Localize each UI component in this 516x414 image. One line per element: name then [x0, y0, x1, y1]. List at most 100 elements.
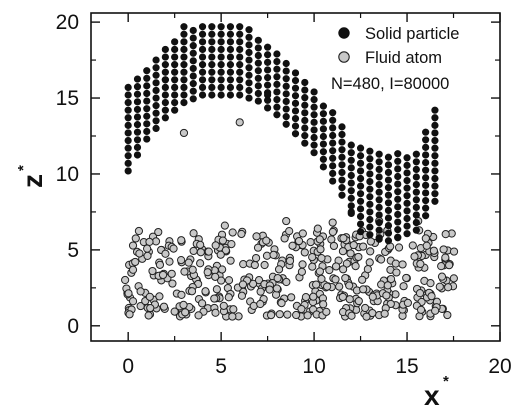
solid-particle-point [161, 98, 169, 107]
fluid-atom-point [345, 295, 354, 304]
fluid-atom-point [309, 292, 318, 301]
solid-particle-point [226, 30, 235, 38]
fluid-atom-point [277, 299, 286, 308]
solid-particle-point [236, 23, 244, 31]
solid-particle-point [236, 53, 244, 61]
solid-particle-point [180, 98, 188, 107]
solid-particle-point [356, 228, 365, 236]
solid-particle-point [254, 89, 262, 98]
solid-particle-point [431, 152, 439, 160]
solid-particle-point [236, 91, 244, 99]
fluid-atom-point [154, 227, 163, 237]
solid-particle-point [319, 102, 327, 110]
solid-particle-point [412, 226, 420, 234]
fluid-atom-point [288, 241, 297, 250]
solid-particle-point [301, 139, 309, 147]
solid-particle-point [226, 76, 235, 84]
solid-particle-point [356, 159, 365, 167]
fluid-atom-point [187, 287, 197, 296]
solid-particle-point [236, 68, 244, 76]
solid-particle-point [264, 51, 272, 59]
solid-particle-point [422, 212, 430, 220]
solid-particle-point [189, 95, 197, 103]
y-tick-label: 10 [56, 163, 79, 186]
solid-particle-point [338, 184, 346, 192]
solid-particle-point [431, 129, 439, 137]
fluid-atom-point [252, 232, 261, 241]
fluid-atom-point [155, 260, 165, 269]
fluid-atom-point [219, 301, 228, 310]
solid-particle-point [422, 174, 430, 182]
solid-particle-point [282, 105, 290, 113]
fluid-atom-point [312, 280, 321, 289]
solid-particle-point [319, 117, 327, 125]
solid-particle-point [152, 124, 160, 133]
fluid-atom-point [317, 274, 326, 284]
solid-particle-point [152, 86, 160, 95]
solid-particle-point [245, 64, 253, 72]
fluid-atom-point [300, 248, 309, 257]
fluid-atom-point [363, 265, 372, 274]
solid-particle-point [394, 157, 402, 165]
fluid-atom-point [177, 256, 186, 265]
solid-particle-point [412, 180, 420, 189]
fluid-atom-point [308, 262, 317, 271]
solid-particle-point [366, 162, 374, 170]
solid-particle-point [291, 107, 300, 115]
solid-particle-point [319, 155, 327, 163]
solid-particle-point [394, 150, 402, 158]
fluid-atom-point [146, 303, 155, 313]
fluid-atom-point [280, 234, 289, 243]
fluid-atom-point [444, 283, 453, 292]
solid-particle-point [310, 149, 318, 157]
solid-particle-point [375, 150, 383, 158]
solid-particle-point [384, 176, 393, 184]
solid-particle-point [254, 36, 262, 44]
fluid-atom-point [224, 293, 233, 302]
fluid-atom-point [315, 267, 324, 276]
solid-particle-point [375, 196, 383, 204]
y-axis-label: z * [15, 165, 48, 188]
fluid-atom-point [342, 259, 351, 268]
solid-particle-point [245, 79, 253, 87]
solid-particle-point [264, 104, 272, 112]
solid-particle-point [347, 187, 355, 195]
fluid-atom-point [359, 242, 368, 251]
solid-particle-point [217, 23, 225, 31]
solid-particle-point [301, 124, 309, 132]
solid-particle-point [338, 146, 346, 154]
solid-particle-point [329, 154, 337, 162]
solid-particle-point [338, 161, 346, 169]
x-tick-label: 5 [215, 355, 227, 378]
fluid-atom-point [201, 287, 210, 296]
solid-particle-point [208, 38, 216, 46]
solid-particle-point [264, 43, 272, 51]
fluid-atom-point [416, 305, 426, 314]
solid-particle-point [264, 91, 272, 99]
solid-particle-point [329, 162, 337, 170]
solid-particle-point [356, 190, 365, 198]
fluid-atom-point [250, 260, 259, 270]
fluid-atom-point [273, 274, 282, 283]
solid-particle-point [338, 130, 346, 139]
fluid-atom-point [168, 279, 177, 288]
y-tick-label: 5 [67, 239, 79, 262]
fluid-atom-point [181, 308, 190, 317]
solid-particle-point [431, 136, 439, 145]
fluid-atom-point [377, 255, 386, 264]
solid-particle-point [226, 91, 235, 99]
solid-particle-point [282, 59, 290, 68]
fluid-atom-point [275, 310, 284, 319]
solid-particle-point [180, 83, 188, 92]
fluid-atom-point [128, 241, 138, 250]
solid-particle-point [422, 136, 430, 144]
solid-particle-point [431, 167, 439, 175]
fluid-atom-point [399, 282, 408, 291]
solid-particle-point [431, 121, 439, 129]
solid-particle-point [217, 45, 225, 54]
solid-particle-point [161, 61, 169, 69]
solid-particle-point [189, 80, 197, 88]
solid-particle-point [394, 210, 402, 219]
fluid-atom-point [169, 244, 178, 253]
solid-particle-point [366, 185, 374, 193]
